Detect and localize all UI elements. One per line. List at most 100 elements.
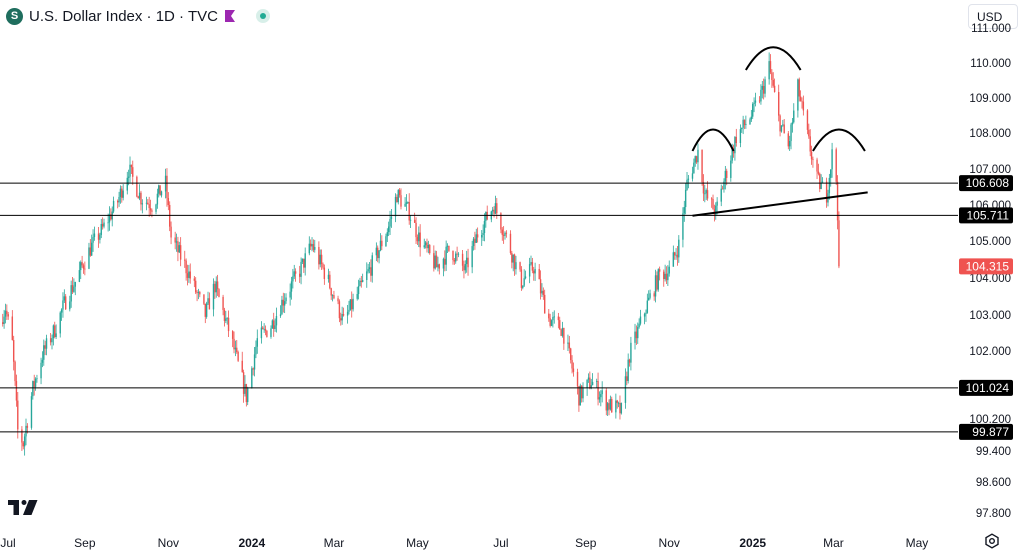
- candle-body: [179, 245, 182, 260]
- candle-body: [370, 267, 372, 276]
- y-tick-label: 100.200: [969, 414, 1011, 426]
- candle-body: [69, 301, 71, 310]
- candle-body: [788, 141, 791, 147]
- candle-body: [461, 253, 464, 266]
- candle-body: [609, 398, 612, 410]
- candle-body: [600, 394, 602, 398]
- candle-body: [475, 234, 477, 243]
- candle-body: [166, 175, 168, 199]
- candle-body: [654, 275, 657, 297]
- candle-body: [569, 348, 572, 361]
- candle-body: [389, 218, 391, 227]
- candle-body: [816, 159, 818, 172]
- y-tick-label: 111.000: [971, 23, 1011, 35]
- candle-body: [252, 368, 254, 370]
- candle-body: [342, 314, 345, 316]
- candle-body: [22, 442, 24, 447]
- candle-body: [54, 325, 56, 338]
- candle-body: [426, 242, 428, 249]
- candle-body: [539, 279, 542, 294]
- candle-body: [78, 270, 81, 282]
- x-tick-label: Nov: [158, 536, 179, 550]
- candle-body: [790, 124, 792, 142]
- candle-body: [552, 316, 554, 321]
- candle-body: [578, 386, 580, 406]
- candle-body: [237, 352, 239, 361]
- candle-body: [528, 264, 531, 277]
- candle-body: [467, 257, 469, 268]
- candle-body: [225, 318, 227, 321]
- candle-body: [25, 425, 27, 437]
- candle-body: [530, 262, 532, 265]
- candle-body: [524, 276, 527, 279]
- candle-body: [455, 253, 457, 262]
- candle-body: [99, 234, 101, 240]
- candle-body: [185, 260, 187, 274]
- settings-gear-icon[interactable]: [984, 533, 1000, 549]
- x-tick-label: Mar: [324, 536, 345, 550]
- candle-body: [533, 270, 535, 274]
- candle-body: [361, 279, 364, 282]
- candle-body: [683, 207, 685, 214]
- candle-body: [500, 213, 502, 230]
- candle-body: [752, 103, 754, 117]
- candle-body: [32, 381, 34, 397]
- candle-body: [196, 292, 198, 294]
- candle-body: [137, 196, 139, 199]
- candle-body: [212, 283, 215, 310]
- candle-body: [597, 381, 599, 400]
- candle-body: [434, 255, 436, 269]
- candle-body: [505, 232, 508, 234]
- candle-body: [214, 283, 216, 293]
- candle-body: [787, 133, 789, 147]
- candle-body: [427, 244, 430, 249]
- candle-body: [233, 338, 235, 350]
- candle-body: [560, 329, 562, 336]
- candle-body: [43, 345, 45, 360]
- candle-body: [608, 403, 610, 410]
- candle-body: [520, 269, 523, 288]
- symbol-title[interactable]: U.S. Dollar Index · 1D · TVC: [29, 7, 218, 25]
- candle-body: [678, 239, 680, 258]
- flag-icon[interactable]: [224, 10, 236, 22]
- candle-body: [457, 253, 460, 255]
- candle-body: [396, 196, 398, 203]
- candle-body: [572, 368, 575, 372]
- candle-body: [448, 245, 450, 251]
- candle-body: [691, 173, 694, 179]
- candle-body: [151, 210, 153, 212]
- candle-body: [496, 203, 498, 214]
- candle-body: [55, 333, 57, 338]
- candle-body: [504, 232, 506, 236]
- candle-body: [624, 376, 627, 403]
- candle-body: [285, 297, 287, 302]
- symbol-logo-icon[interactable]: S: [6, 7, 23, 25]
- candle-body: [452, 250, 454, 261]
- candle-body: [346, 311, 349, 316]
- candle-body: [635, 331, 638, 339]
- tradingview-logo[interactable]: [8, 500, 38, 516]
- candle-body: [262, 327, 264, 329]
- candle-body: [71, 285, 74, 292]
- candle-body: [793, 110, 795, 123]
- candle-body: [338, 301, 341, 319]
- candle-body: [323, 267, 326, 280]
- candle-body: [494, 203, 497, 214]
- candle-body: [638, 323, 640, 328]
- candle-body: [523, 278, 525, 286]
- candle-body: [184, 259, 186, 261]
- currency-button[interactable]: USD: [968, 4, 1018, 29]
- market-open-icon: [255, 9, 270, 23]
- candle-body: [720, 188, 722, 202]
- candle-body: [663, 271, 665, 280]
- candle-body: [415, 222, 417, 238]
- candle-body: [308, 243, 310, 254]
- candle-body: [356, 294, 358, 299]
- candle-body: [26, 425, 29, 428]
- candle-body: [407, 202, 409, 203]
- candle-body: [33, 381, 35, 387]
- candle-body: [760, 89, 762, 102]
- candle-body: [263, 328, 265, 330]
- candle-body: [668, 266, 670, 274]
